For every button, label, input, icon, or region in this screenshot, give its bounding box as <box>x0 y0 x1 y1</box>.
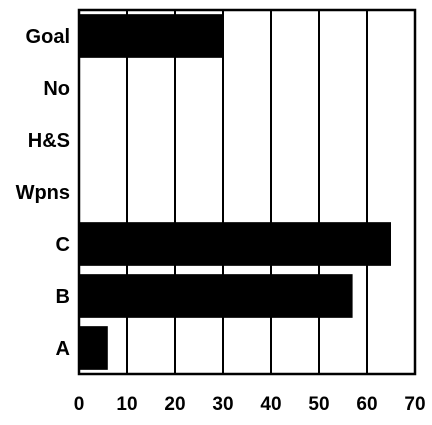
plot-frame <box>77 8 417 376</box>
x-tick-label-60: 60 <box>356 394 377 415</box>
category-label-wpns: Wpns <box>16 182 70 204</box>
x-tick-label-10: 10 <box>116 394 137 415</box>
category-labels: Goal No H&S Wpns C B A <box>16 26 70 360</box>
category-label-c: C <box>56 234 70 256</box>
x-tick-label-70: 70 <box>404 394 425 415</box>
bar-a <box>79 326 108 370</box>
x-tick-label-30: 30 <box>212 394 233 415</box>
x-tick-label-50: 50 <box>308 394 329 415</box>
x-tick-label-20: 20 <box>164 394 185 415</box>
plot-background <box>79 10 415 374</box>
bar-c <box>79 222 391 266</box>
category-label-goal: Goal <box>26 26 70 48</box>
x-tick-label-0: 0 <box>74 394 85 415</box>
bars <box>79 14 391 370</box>
category-label-b: B <box>56 286 70 308</box>
x-tick-labels: 0 10 20 30 40 50 60 70 <box>74 394 426 415</box>
category-label-no: No <box>43 78 70 100</box>
x-tick-label-40: 40 <box>260 394 281 415</box>
bar-goal <box>79 14 223 58</box>
bar-b <box>79 274 353 318</box>
category-label-h-s: H&S <box>28 130 70 152</box>
category-label-a: A <box>56 338 70 360</box>
